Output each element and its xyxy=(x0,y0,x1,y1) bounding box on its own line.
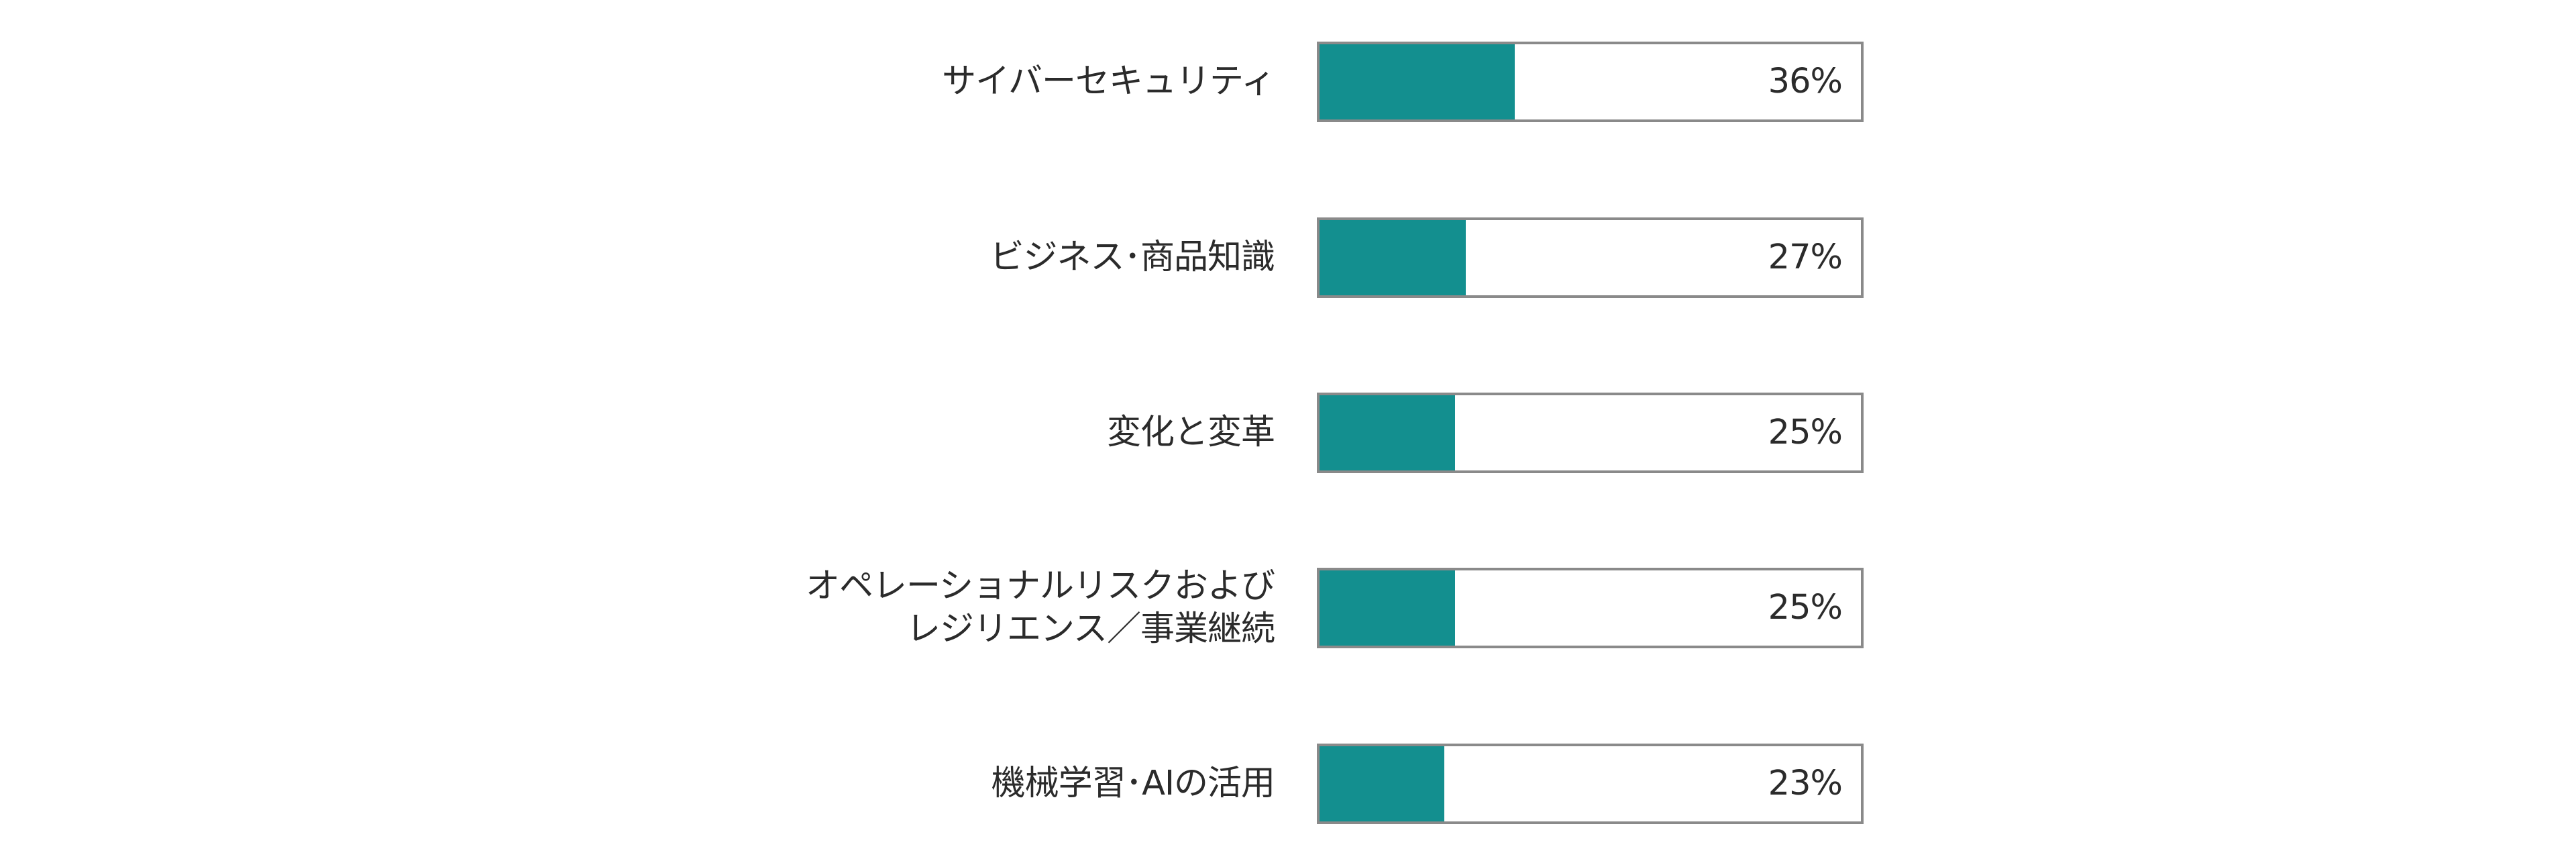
value-label: 25% xyxy=(1768,588,1843,627)
value-label: 36% xyxy=(1768,62,1843,101)
bar-fill xyxy=(1320,395,1455,470)
value-label: 27% xyxy=(1768,238,1843,277)
bar-track: 36% xyxy=(1317,42,1864,122)
bar-track: 25% xyxy=(1317,568,1864,648)
bar-row: ビジネス･商品知識 27% xyxy=(0,217,2576,298)
category-label-line: 機械学習･AIの活用 xyxy=(991,764,1275,803)
category-label: サイバーセキュリティ xyxy=(671,42,1275,122)
category-label-line: オペレーショナルリスクおよび xyxy=(806,566,1275,606)
bar-row: 機械学習･AIの活用 23% xyxy=(0,744,2576,824)
category-label: 変化と変革 xyxy=(671,393,1275,473)
value-label: 23% xyxy=(1768,764,1843,803)
bar-fill xyxy=(1320,44,1515,119)
bar-track: 23% xyxy=(1317,744,1864,824)
bar-fill xyxy=(1320,746,1444,821)
bar-track: 27% xyxy=(1317,217,1864,298)
category-label-line: 変化と変革 xyxy=(1106,413,1275,452)
bar-fill xyxy=(1320,220,1466,295)
category-label-line: ビジネス･商品知識 xyxy=(989,238,1275,277)
bar-row: オペレーショナルリスクおよび レジリエンス／事業継続 25% xyxy=(0,566,2576,649)
category-label-line: レジリエンス／事業継続 xyxy=(906,609,1275,649)
category-label-line: サイバーセキュリティ xyxy=(942,62,1275,101)
category-label: オペレーショナルリスクおよび レジリエンス／事業継続 xyxy=(671,566,1275,649)
bar-row: 変化と変革 25% xyxy=(0,393,2576,473)
bar-track: 25% xyxy=(1317,393,1864,473)
bar-fill xyxy=(1320,570,1455,646)
value-label: 25% xyxy=(1768,413,1843,452)
category-label: 機械学習･AIの活用 xyxy=(671,744,1275,824)
bar-row: サイバーセキュリティ 36% xyxy=(0,42,2576,122)
category-label: ビジネス･商品知識 xyxy=(671,217,1275,298)
